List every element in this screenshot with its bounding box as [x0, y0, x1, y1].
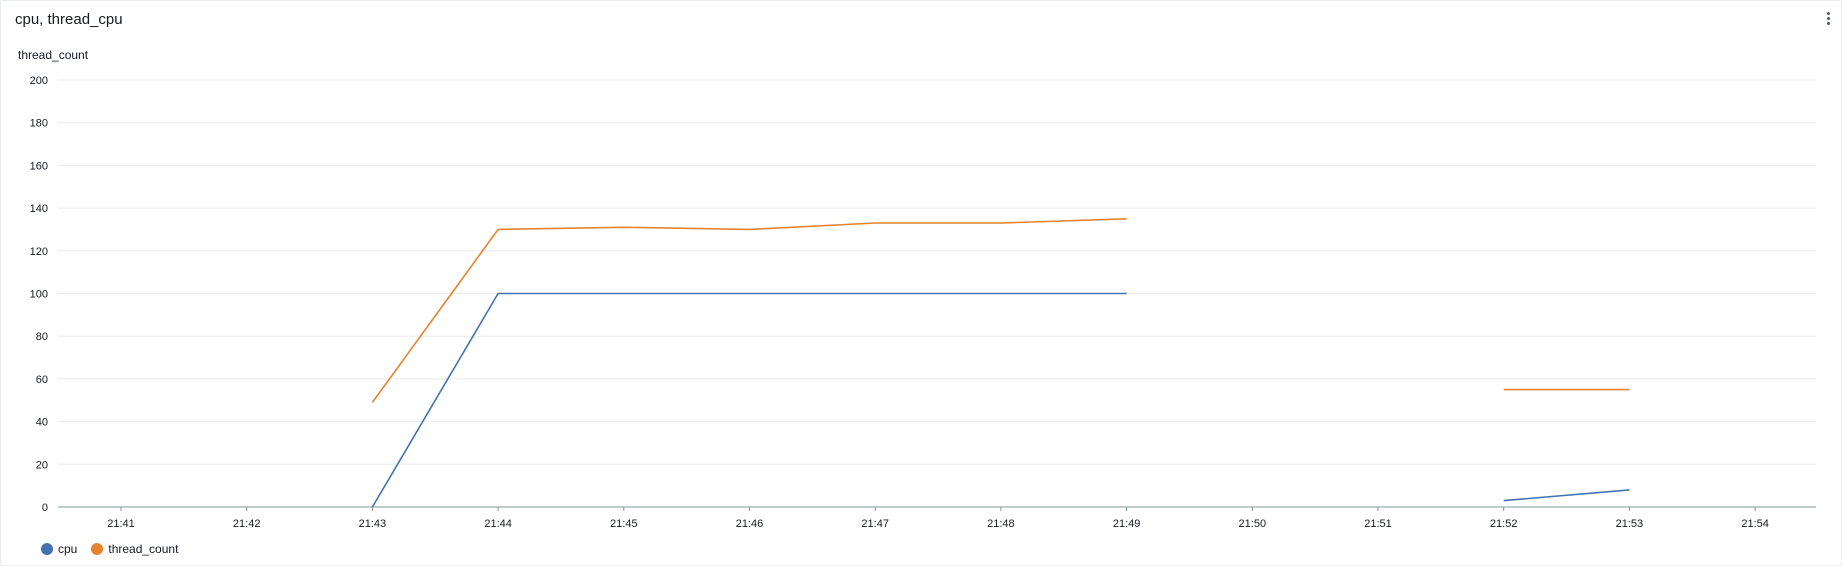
y-tick-label: 20 [36, 459, 48, 471]
x-axis-ticks: 21:41 21:42 21:43 21:44 21:45 21:46 21:47 21:48… [107, 507, 1769, 530]
legend-swatch [41, 543, 53, 555]
x-tick-label: 21:43 [359, 518, 387, 530]
y-tick-label: 40 [36, 417, 48, 429]
y-tick-label: 100 [30, 289, 48, 301]
x-tick-label: 21:45 [610, 518, 638, 530]
series-line-cpu[interactable] [372, 294, 1126, 508]
series-line-cpu[interactable] [1504, 490, 1630, 501]
x-tick-label: 21:48 [987, 518, 1015, 530]
legend-item-thread-count[interactable]: thread_count [91, 542, 178, 556]
x-tick-label: 21:42 [233, 518, 261, 530]
legend-label: thread_count [108, 542, 178, 556]
x-tick-label: 21:44 [484, 518, 512, 530]
y-tick-label: 0 [42, 502, 48, 514]
y-tick-label: 180 [30, 118, 48, 130]
x-tick-label: 21:53 [1616, 518, 1644, 530]
series-lines [372, 219, 1629, 507]
legend-label: cpu [58, 542, 77, 556]
x-tick-label: 21:46 [736, 518, 764, 530]
series-line-thread-count[interactable] [372, 219, 1126, 403]
x-tick-label: 21:41 [107, 518, 135, 530]
x-tick-label: 21:51 [1364, 518, 1392, 530]
legend: cpu thread_count [41, 542, 178, 556]
y-axis-ticks: 0 20 40 60 80 100 120 140 160 180 200 [30, 75, 48, 514]
y-tick-label: 160 [30, 160, 48, 172]
y-tick-label: 80 [36, 331, 48, 343]
y-tick-label: 200 [30, 75, 48, 87]
y-tick-label: 140 [30, 203, 48, 215]
x-tick-label: 21:54 [1741, 518, 1769, 530]
y-tick-label: 120 [30, 246, 48, 258]
legend-swatch [91, 543, 103, 555]
legend-item-cpu[interactable]: cpu [41, 542, 77, 556]
x-tick-label: 21:50 [1239, 518, 1267, 530]
x-tick-label: 21:52 [1490, 518, 1518, 530]
x-tick-label: 21:47 [861, 518, 889, 530]
x-tick-label: 21:49 [1113, 518, 1141, 530]
y-tick-label: 60 [36, 374, 48, 386]
